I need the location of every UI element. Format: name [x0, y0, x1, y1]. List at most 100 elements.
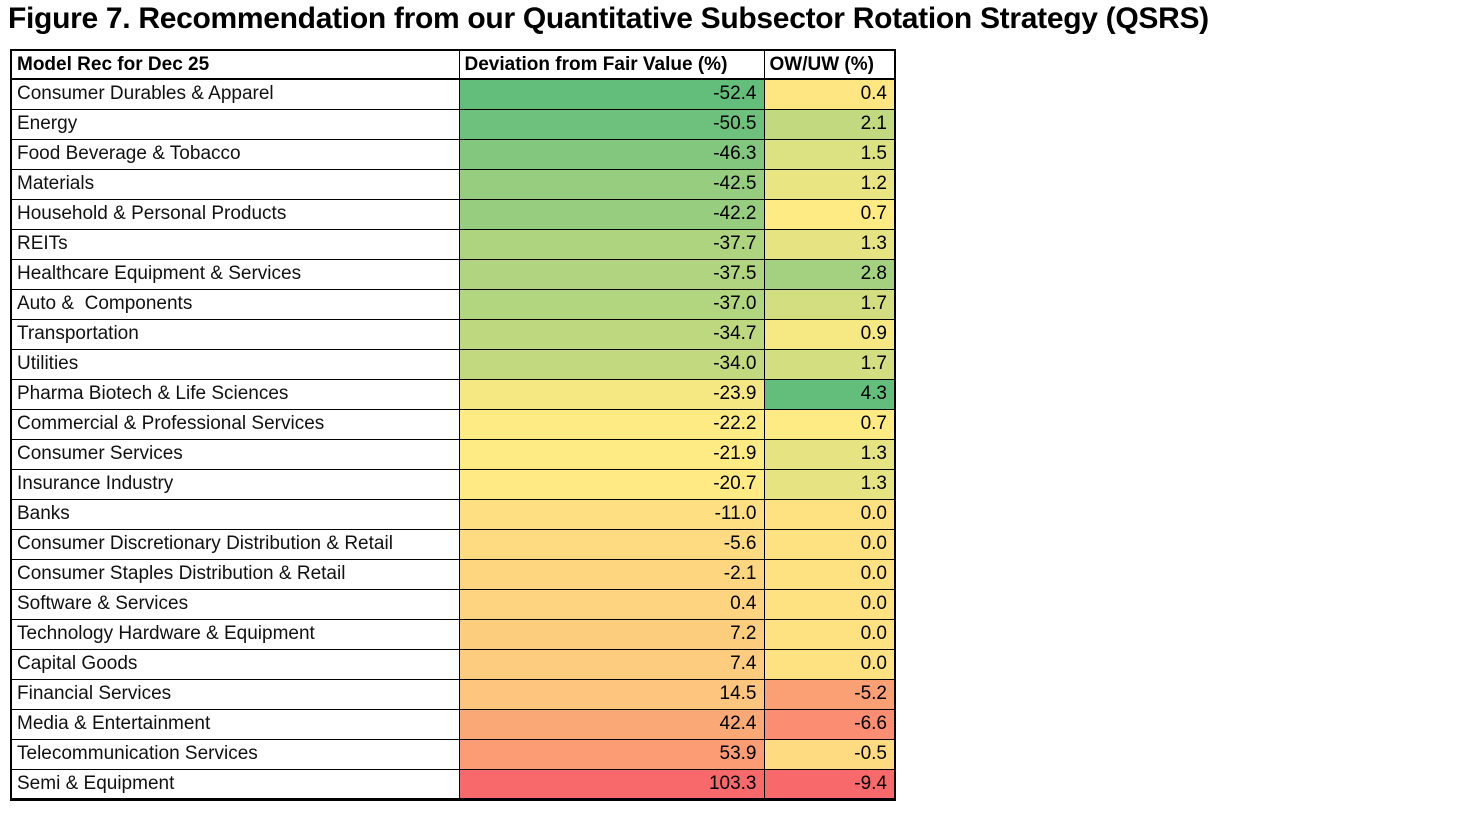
- deviation-value: 0.4: [458, 588, 765, 620]
- subsector-label: Financial Services: [10, 678, 460, 710]
- table-row: Commercial & Professional Services -22.2 0…: [10, 408, 896, 440]
- subsector-label: Technology Hardware & Equipment: [10, 618, 460, 650]
- table-row: Semi & Equipment 103.3 -9.4: [10, 768, 896, 800]
- subsector-label: Utilities: [10, 348, 460, 380]
- subsector-label: Insurance Industry: [10, 468, 460, 500]
- ow-uw-value: 0.0: [763, 558, 896, 590]
- subsector-label: Capital Goods: [10, 648, 460, 680]
- table-row: Capital Goods 7.4 0.0: [10, 648, 896, 680]
- deviation-value: -37.5: [458, 258, 765, 290]
- ow-uw-value: 0.0: [763, 648, 896, 680]
- table-row: Healthcare Equipment & Services -37.5 2.8: [10, 258, 896, 290]
- ow-uw-value: -5.2: [763, 678, 896, 710]
- table-row: Auto & Components -37.0 1.7: [10, 288, 896, 320]
- ow-uw-value: 1.3: [763, 438, 896, 470]
- ow-uw-value: 1.7: [763, 288, 896, 320]
- ow-uw-value: -6.6: [763, 708, 896, 740]
- deviation-value: -42.5: [458, 168, 765, 200]
- subsector-label: Media & Entertainment: [10, 708, 460, 740]
- subsector-label: Banks: [10, 498, 460, 530]
- table-row: Telecommunication Services 53.9 -0.5: [10, 738, 896, 770]
- table-row: Insurance Industry -20.7 1.3: [10, 468, 896, 500]
- subsector-label: Consumer Staples Distribution & Retail: [10, 558, 460, 590]
- table-body: Consumer Durables & Apparel -52.4 0.4 Energ…: [10, 78, 896, 800]
- ow-uw-value: 1.3: [763, 228, 896, 260]
- ow-uw-value: 0.0: [763, 618, 896, 650]
- table-row: Pharma Biotech & Life Sciences -23.9 4.3: [10, 378, 896, 410]
- ow-uw-value: 2.1: [763, 108, 896, 140]
- table-row: Media & Entertainment 42.4 -6.6: [10, 708, 896, 740]
- subsector-label: REITs: [10, 228, 460, 260]
- subsector-label: Healthcare Equipment & Services: [10, 258, 460, 290]
- ow-uw-value: 0.0: [763, 498, 896, 530]
- deviation-value: -34.7: [458, 318, 765, 350]
- deviation-value: -20.7: [458, 468, 765, 500]
- subsector-label: Energy: [10, 108, 460, 140]
- deviation-value: -11.0: [458, 498, 765, 530]
- deviation-value: -37.0: [458, 288, 765, 320]
- subsector-label: Auto & Components: [10, 288, 460, 320]
- ow-uw-value: -9.4: [763, 768, 896, 800]
- subsector-label: Pharma Biotech & Life Sciences: [10, 378, 460, 410]
- qsrs-table: Model Rec for Dec 25 Deviation from Fair…: [10, 49, 896, 801]
- deviation-value: -2.1: [458, 558, 765, 590]
- deviation-value: -21.9: [458, 438, 765, 470]
- table-row: Energy -50.5 2.1: [10, 108, 896, 140]
- ow-uw-value: -0.5: [763, 738, 896, 770]
- deviation-value: -5.6: [458, 528, 765, 560]
- table-row: Consumer Services -21.9 1.3: [10, 438, 896, 470]
- deviation-value: -46.3: [458, 138, 765, 170]
- header-row: Model Rec for Dec 25 Deviation from Fair…: [10, 49, 896, 80]
- subsector-label: Consumer Durables & Apparel: [10, 78, 460, 110]
- subsector-label: Materials: [10, 168, 460, 200]
- col-header-ow-uw: OW/UW (%): [763, 49, 896, 80]
- table-row: Materials -42.5 1.2: [10, 168, 896, 200]
- deviation-value: 42.4: [458, 708, 765, 740]
- ow-uw-value: 0.7: [763, 408, 896, 440]
- table-row: Consumer Durables & Apparel -52.4 0.4: [10, 78, 896, 110]
- subsector-label: Software & Services: [10, 588, 460, 620]
- subsector-label: Semi & Equipment: [10, 768, 460, 800]
- ow-uw-value: 1.2: [763, 168, 896, 200]
- table-row: Household & Personal Products -42.2 0.7: [10, 198, 896, 230]
- table-row: Software & Services 0.4 0.0: [10, 588, 896, 620]
- deviation-value: 53.9: [458, 738, 765, 770]
- table-row: Utilities -34.0 1.7: [10, 348, 896, 380]
- table-row: REITs -37.7 1.3: [10, 228, 896, 260]
- col-header-deviation: Deviation from Fair Value (%): [458, 49, 765, 80]
- table-row: Financial Services 14.5 -5.2: [10, 678, 896, 710]
- subsector-label: Consumer Services: [10, 438, 460, 470]
- table-row: Transportation -34.7 0.9: [10, 318, 896, 350]
- subsector-label: Household & Personal Products: [10, 198, 460, 230]
- deviation-value: -50.5: [458, 108, 765, 140]
- deviation-value: -22.2: [458, 408, 765, 440]
- deviation-value: -37.7: [458, 228, 765, 260]
- ow-uw-value: 1.3: [763, 468, 896, 500]
- subsector-label: Food Beverage & Tobacco: [10, 138, 460, 170]
- deviation-value: 14.5: [458, 678, 765, 710]
- ow-uw-value: 4.3: [763, 378, 896, 410]
- deviation-value: -34.0: [458, 348, 765, 380]
- table-row: Banks -11.0 0.0: [10, 498, 896, 530]
- ow-uw-value: 0.4: [763, 78, 896, 110]
- subsector-label: Consumer Discretionary Distribution & Re…: [10, 528, 460, 560]
- ow-uw-value: 1.7: [763, 348, 896, 380]
- table-row: Consumer Discretionary Distribution & Re…: [10, 528, 896, 560]
- table-row: Technology Hardware & Equipment 7.2 0.0: [10, 618, 896, 650]
- ow-uw-value: 0.0: [763, 528, 896, 560]
- ow-uw-value: 0.0: [763, 588, 896, 620]
- deviation-value: -23.9: [458, 378, 765, 410]
- ow-uw-value: 0.7: [763, 198, 896, 230]
- figure-title: Figure 7. Recommendation from our Quanti…: [8, 2, 1209, 35]
- subsector-label: Transportation: [10, 318, 460, 350]
- subsector-label: Commercial & Professional Services: [10, 408, 460, 440]
- subsector-label: Telecommunication Services: [10, 738, 460, 770]
- ow-uw-value: 1.5: [763, 138, 896, 170]
- deviation-value: 7.2: [458, 618, 765, 650]
- table-row: Consumer Staples Distribution & Retail -2…: [10, 558, 896, 590]
- ow-uw-value: 2.8: [763, 258, 896, 290]
- deviation-value: -42.2: [458, 198, 765, 230]
- deviation-value: -52.4: [458, 78, 765, 110]
- table-row: Food Beverage & Tobacco -46.3 1.5: [10, 138, 896, 170]
- col-header-model-rec: Model Rec for Dec 25: [10, 49, 460, 80]
